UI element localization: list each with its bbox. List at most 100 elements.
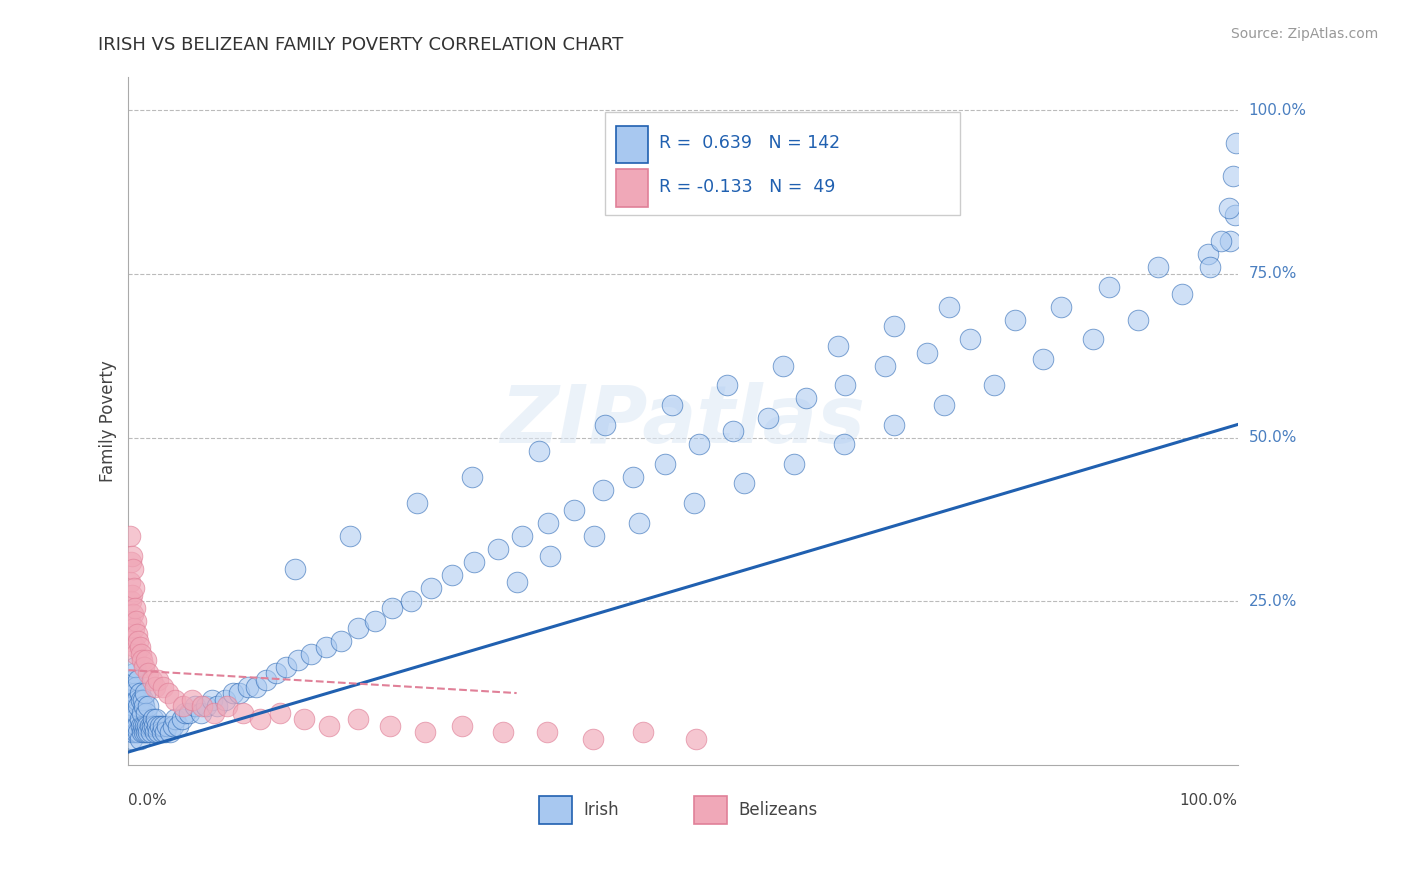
Point — [136, 719, 159, 733]
Point — [132, 719, 155, 733]
Point — [131, 653, 153, 667]
Point — [582, 731, 605, 746]
Text: 25.0%: 25.0% — [1249, 594, 1296, 609]
Point — [153, 725, 176, 739]
Point — [413, 725, 436, 739]
Point — [143, 719, 166, 733]
Point — [129, 647, 152, 661]
Point — [228, 686, 250, 700]
Point — [536, 725, 558, 739]
Point — [125, 680, 148, 694]
Point — [1050, 300, 1073, 314]
Point — [132, 692, 155, 706]
Point — [1171, 286, 1194, 301]
Point — [461, 470, 484, 484]
Point — [1126, 312, 1149, 326]
Point — [180, 692, 202, 706]
Point — [217, 699, 239, 714]
Point — [758, 411, 780, 425]
Point — [347, 621, 370, 635]
Point — [125, 706, 148, 720]
Point — [873, 359, 896, 373]
Point — [125, 614, 148, 628]
Point — [122, 561, 145, 575]
Point — [157, 686, 180, 700]
Point — [983, 378, 1005, 392]
Point — [654, 457, 676, 471]
Point — [138, 725, 160, 739]
Point — [121, 692, 143, 706]
Point — [152, 719, 174, 733]
Point — [118, 719, 141, 733]
Point — [141, 719, 163, 733]
Point — [190, 706, 212, 720]
Point — [883, 319, 905, 334]
Point — [783, 457, 806, 471]
Point — [121, 731, 143, 746]
Point — [1209, 234, 1232, 248]
Text: Irish: Irish — [583, 801, 619, 819]
Point — [1218, 202, 1240, 216]
Point — [441, 568, 464, 582]
Point — [122, 666, 145, 681]
Point — [129, 692, 152, 706]
Point — [214, 692, 236, 706]
Point — [122, 699, 145, 714]
Point — [733, 476, 755, 491]
Point — [1032, 352, 1054, 367]
Point — [162, 719, 184, 733]
Point — [510, 529, 533, 543]
Point — [118, 529, 141, 543]
Text: 100.0%: 100.0% — [1180, 793, 1237, 808]
Point — [131, 725, 153, 739]
Point — [118, 699, 141, 714]
Point — [685, 731, 707, 746]
Point — [505, 574, 527, 589]
Point — [1004, 312, 1026, 326]
Point — [190, 699, 212, 714]
Point — [122, 581, 145, 595]
Point — [1219, 234, 1241, 248]
Text: 100.0%: 100.0% — [1249, 103, 1306, 118]
FancyBboxPatch shape — [616, 126, 648, 163]
Point — [1197, 247, 1219, 261]
Point — [537, 516, 560, 530]
Point — [122, 673, 145, 687]
Point — [202, 706, 225, 720]
Point — [127, 719, 149, 733]
Point — [129, 719, 152, 733]
Point — [167, 719, 190, 733]
Point — [122, 699, 145, 714]
Point — [538, 549, 561, 563]
Point — [1225, 136, 1247, 150]
Point — [238, 680, 260, 694]
Point — [562, 502, 585, 516]
Point — [683, 496, 706, 510]
Point — [621, 470, 644, 484]
Point — [330, 633, 353, 648]
Point — [315, 640, 337, 655]
Point — [148, 673, 170, 687]
FancyBboxPatch shape — [616, 169, 648, 207]
Point — [120, 555, 142, 569]
Point — [451, 719, 474, 733]
Point — [138, 719, 160, 733]
Point — [184, 699, 207, 714]
Point — [127, 633, 149, 648]
Point — [146, 719, 169, 733]
Point — [127, 699, 149, 714]
Point — [122, 621, 145, 635]
Point — [381, 601, 404, 615]
Point — [401, 594, 423, 608]
Point — [118, 574, 141, 589]
Point — [124, 601, 146, 615]
Point — [627, 516, 650, 530]
Point — [165, 692, 187, 706]
Point — [172, 699, 194, 714]
Point — [932, 398, 955, 412]
Point — [1083, 332, 1105, 346]
Point — [292, 712, 315, 726]
Text: Belizeans: Belizeans — [738, 801, 818, 819]
Point — [121, 588, 143, 602]
Point — [132, 725, 155, 739]
